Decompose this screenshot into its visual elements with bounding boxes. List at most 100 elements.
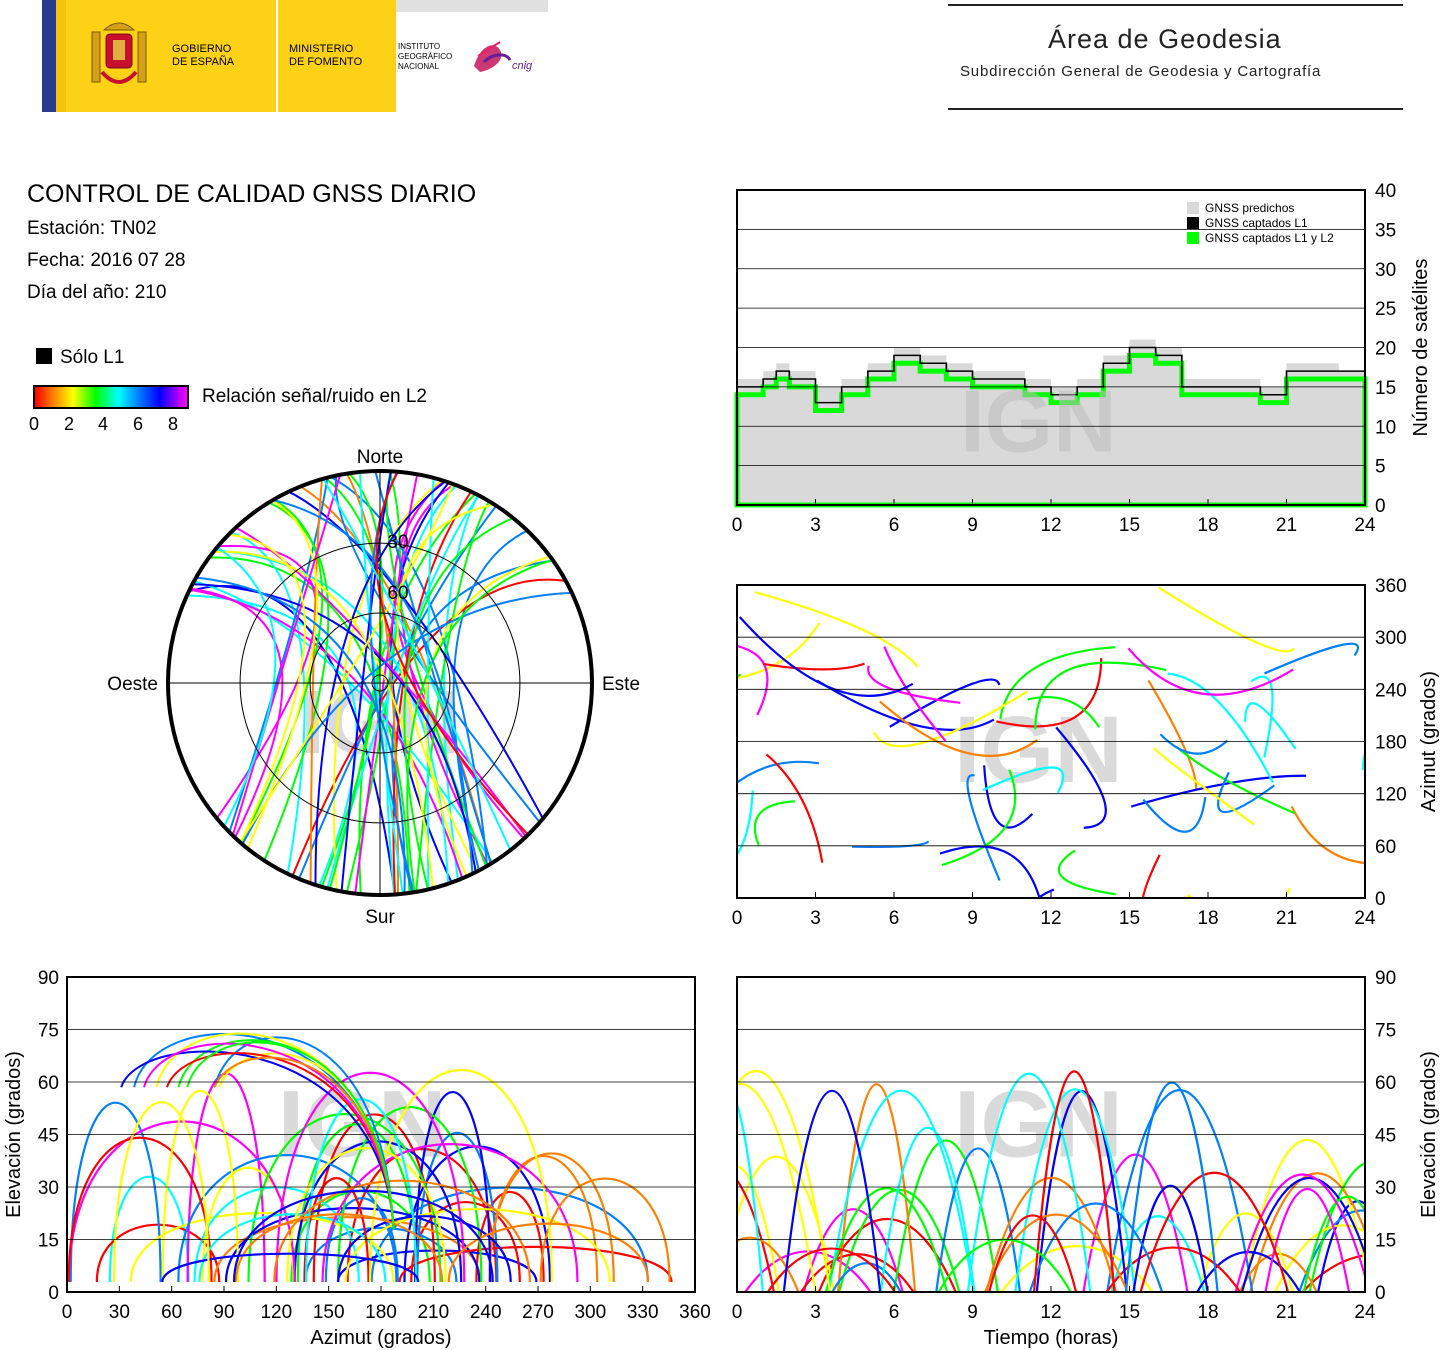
satellite-track <box>488 1152 615 1283</box>
satellite-track <box>737 644 769 716</box>
satellite-track <box>180 582 479 884</box>
x-tick-label: 21 <box>1276 515 1297 535</box>
satellite-track <box>447 1222 650 1283</box>
ign-line2: GEOGRÁFICO <box>398 52 453 61</box>
x-tick-label: 18 <box>1197 908 1218 929</box>
satellite-track <box>1139 1171 1290 1292</box>
satellite-track <box>242 493 319 860</box>
x-tick-label: 270 <box>522 1302 554 1323</box>
y-tick-label: 35 <box>1375 220 1396 241</box>
x-axis-label: Tiempo (horas) <box>984 1327 1119 1349</box>
satellite-track <box>385 476 467 895</box>
y-tick-label: 75 <box>1375 1021 1396 1042</box>
satellite-track <box>186 1041 395 1230</box>
y-tick-label: 0 <box>1375 496 1386 517</box>
y-tick-label: 60 <box>38 1073 59 1094</box>
x-tick-label: 90 <box>213 1302 234 1323</box>
satellite-track <box>1308 1162 1365 1292</box>
satellite-track <box>321 1143 579 1283</box>
x-tick-label: 150 <box>313 1302 345 1323</box>
horizon-circle <box>166 469 594 897</box>
satellite-track <box>352 471 421 895</box>
satellite-track <box>316 471 516 861</box>
satellite-track <box>375 471 537 843</box>
satellite-track <box>1290 805 1365 865</box>
satellite-track <box>1302 1195 1365 1292</box>
area-title: Área de Geodesia <box>1048 24 1282 54</box>
watermark-text: IGN <box>960 371 1116 470</box>
satellite-track <box>1157 586 1296 653</box>
y-tick-label: 40 <box>1375 181 1396 202</box>
x-tick-label: 300 <box>574 1302 606 1323</box>
satellite-track <box>305 1098 418 1283</box>
y-tick-label: 15 <box>1375 1231 1396 1252</box>
satellite-track <box>416 1131 499 1283</box>
satellite-track <box>235 493 324 854</box>
watermark-text: IGN <box>954 697 1123 803</box>
y-tick-label: 300 <box>1375 628 1407 649</box>
satellite-track <box>232 1189 494 1283</box>
flag-stripe-yellow <box>56 0 66 112</box>
plot-border <box>736 189 1366 506</box>
satellite-track <box>1127 647 1294 696</box>
y-axis-label: Número de satélites <box>1410 259 1432 437</box>
satellite-track <box>738 616 914 697</box>
satellite-track <box>161 1090 240 1283</box>
x-tick-label: 60 <box>161 1302 182 1323</box>
direction-west: Oeste <box>107 674 158 695</box>
satellite-track <box>178 586 284 848</box>
y-tick-label: 90 <box>38 968 59 989</box>
satellite-track <box>1147 679 1198 790</box>
legend-swatch <box>1187 232 1199 244</box>
satellite-track <box>873 690 1028 748</box>
satellite-track <box>1176 746 1295 815</box>
x-tick-label: 15 <box>1119 908 1140 929</box>
plot-area <box>66 1029 696 1292</box>
snr-label: Relación señal/ruido en L2 <box>202 386 427 407</box>
legend-entry: GNSS predichos <box>1205 201 1294 215</box>
satellite-track <box>1301 1254 1365 1292</box>
ministry-panel <box>278 0 396 112</box>
solo-l1-label: Sólo L1 <box>60 347 125 368</box>
tracks <box>737 1069 1365 1292</box>
satellite-track <box>1142 796 1207 833</box>
satellite-track <box>1141 854 1187 898</box>
area-subtitle: Subdirección General de Geodesia y Carto… <box>960 63 1322 80</box>
x-tick-label: 120 <box>260 1302 292 1323</box>
satellite-track <box>120 1050 395 1230</box>
ring-label-30: 30 <box>387 532 408 553</box>
x-tick-label: 12 <box>1040 908 1061 929</box>
satellite-track <box>879 700 1038 758</box>
legend-entry: GNSS captados L1 <box>1205 216 1308 230</box>
x-tick-label: 3 <box>810 908 821 929</box>
ring-label-60: 60 <box>387 583 408 604</box>
satellite-track <box>802 1208 904 1292</box>
y-axis-label: Elevación (grados) <box>1418 1051 1440 1218</box>
satellite-track <box>213 1056 395 1230</box>
x-tick-label: 15 <box>1119 515 1140 535</box>
y-tick-label: 30 <box>1375 1178 1396 1199</box>
satellite-track <box>939 845 1041 898</box>
satellite-track <box>753 800 795 846</box>
x-tick-label: 0 <box>732 1302 743 1323</box>
satellite-track <box>1240 1176 1365 1292</box>
plot-area <box>736 228 1366 505</box>
satellite-track <box>398 1245 673 1283</box>
satellite-track <box>1250 675 1274 758</box>
x-tick-label: 24 <box>1354 1302 1376 1323</box>
satellite-track <box>765 753 824 863</box>
satellite-track <box>996 658 1103 728</box>
satellite-track <box>215 532 306 854</box>
satellite-track <box>161 1252 420 1283</box>
y-tick-label: 180 <box>1375 733 1407 754</box>
x-tick-label: 24 <box>1354 908 1376 929</box>
x-tick-label: 0 <box>62 1302 73 1323</box>
header-logos: GOBIERNO DE ESPAÑA MINISTERIO DE FOMENTO… <box>42 0 552 112</box>
satellite-track <box>737 1165 780 1292</box>
snr-tick: 0 <box>29 414 40 434</box>
x-tick-label: 9 <box>967 908 978 929</box>
satellite-track <box>1153 747 1255 826</box>
satellite-track <box>414 1091 492 1283</box>
satellite-track <box>1234 1173 1365 1292</box>
